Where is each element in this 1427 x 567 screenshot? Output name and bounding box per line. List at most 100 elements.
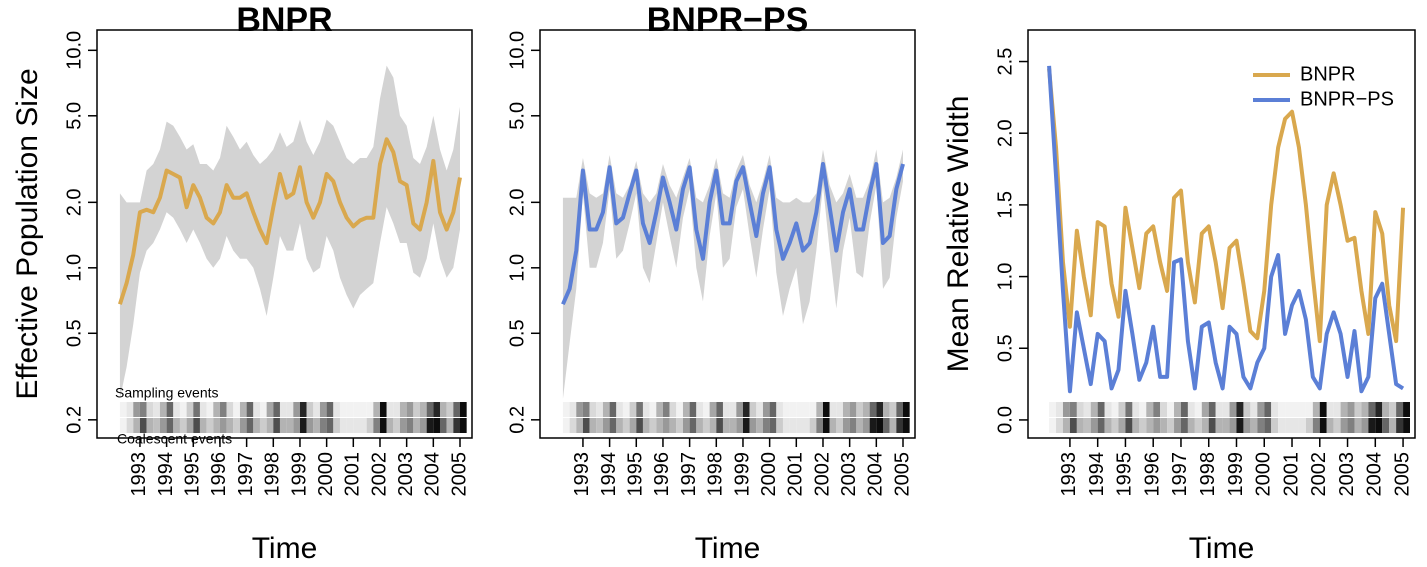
event-cell	[1347, 418, 1355, 433]
x-tick-label: 2003	[1336, 452, 1358, 497]
event-cell	[642, 402, 650, 417]
event-cell	[1264, 418, 1272, 433]
x-tick-label: 1999	[288, 452, 310, 497]
event-cell	[1354, 418, 1362, 433]
event-cell	[1069, 418, 1077, 433]
event-cell	[366, 402, 374, 417]
event-cell	[159, 418, 167, 433]
event-cell	[373, 418, 380, 433]
event-cell	[822, 418, 830, 433]
event-cell	[689, 418, 697, 433]
event-cell	[319, 418, 327, 433]
event-cell	[1403, 418, 1411, 433]
x-tick-label: 2005	[891, 452, 913, 497]
event-cell	[1069, 402, 1077, 417]
event-cell	[1319, 418, 1327, 433]
event-cell	[239, 402, 247, 417]
legend-label: BNPR−PS	[1300, 88, 1394, 110]
event-cell	[1403, 402, 1411, 417]
event-cell	[253, 418, 260, 433]
event-cell	[1312, 402, 1320, 417]
event-cell	[1056, 402, 1063, 417]
series-line	[118, 137, 462, 305]
event-cell	[1326, 418, 1334, 433]
event-cell	[133, 402, 140, 417]
event-cell	[756, 418, 763, 433]
event-cell	[782, 402, 790, 417]
x-tick-label: 1994	[1086, 452, 1108, 497]
x-tick-label: 2001	[1280, 452, 1302, 497]
x-tick-label: 1996	[208, 452, 230, 497]
event-cell	[1229, 402, 1237, 417]
event-cell	[736, 402, 743, 417]
event-cell	[802, 402, 810, 417]
x-tick-label: 1994	[155, 452, 177, 497]
event-cell	[386, 402, 394, 417]
plot-box	[1027, 29, 1416, 439]
event-cell	[226, 402, 234, 417]
event-cell	[902, 418, 910, 433]
x-axis-label: Time	[252, 532, 318, 565]
x-tick-label: 2004	[865, 452, 887, 497]
event-cell	[419, 402, 427, 417]
event-cell	[1049, 418, 1057, 433]
event-cell	[426, 402, 434, 417]
event-cell	[729, 402, 737, 417]
event-cell	[459, 418, 467, 433]
event-cell	[789, 402, 797, 417]
event-cell	[1278, 418, 1286, 433]
event-cell	[1118, 402, 1126, 417]
event-cell	[1375, 418, 1383, 433]
event-cell	[602, 418, 610, 433]
event-cell	[1090, 402, 1098, 417]
event-cell	[139, 402, 147, 417]
event-cell	[133, 418, 140, 433]
event-cell	[656, 418, 663, 433]
legend-label: BNPR	[1300, 63, 1356, 85]
event-cell	[173, 418, 180, 433]
y-tick-label: 5.0	[63, 102, 85, 130]
x-tick-label: 2000	[1253, 452, 1275, 497]
event-cell	[836, 418, 843, 433]
event-cell	[1354, 402, 1362, 417]
event-cell	[742, 402, 750, 417]
x-tick-label: 1995	[1114, 452, 1136, 497]
event-cell	[1271, 418, 1279, 433]
event-cell	[696, 402, 703, 417]
event-cell	[842, 402, 850, 417]
credible-band	[119, 65, 460, 399]
event-cell	[1298, 418, 1306, 433]
event-cell	[1194, 402, 1202, 417]
event-cell	[776, 418, 783, 433]
event-cell	[736, 418, 743, 433]
event-cell	[1187, 418, 1195, 433]
event-cell	[319, 402, 327, 417]
y-tick-label: 5.0	[506, 102, 528, 130]
x-tick-label: 2000	[315, 452, 337, 497]
event-cell	[862, 418, 870, 433]
event-cell	[1076, 402, 1084, 417]
event-cell	[1389, 402, 1397, 417]
plot-box	[539, 29, 916, 439]
event-cell	[849, 402, 857, 417]
event-cell	[226, 418, 234, 433]
event-cell	[1243, 418, 1251, 433]
x-tick-label: 2005	[448, 452, 470, 497]
event-cell	[206, 402, 214, 417]
event-cell	[279, 402, 287, 417]
event-cell	[709, 418, 717, 433]
event-cell	[662, 418, 670, 433]
event-cell	[1201, 418, 1209, 433]
event-cell	[702, 418, 710, 433]
x-tick-label: 2002	[368, 452, 390, 497]
event-cell	[386, 418, 394, 433]
event-cell	[239, 418, 247, 433]
event-cell	[1319, 402, 1327, 417]
event-cell	[609, 402, 617, 417]
event-cell	[199, 402, 207, 417]
event-cell	[669, 418, 677, 433]
event-cell	[629, 402, 637, 417]
event-cell	[1104, 402, 1112, 417]
event-cell	[1361, 418, 1369, 433]
x-tick-label: 1999	[731, 452, 753, 497]
